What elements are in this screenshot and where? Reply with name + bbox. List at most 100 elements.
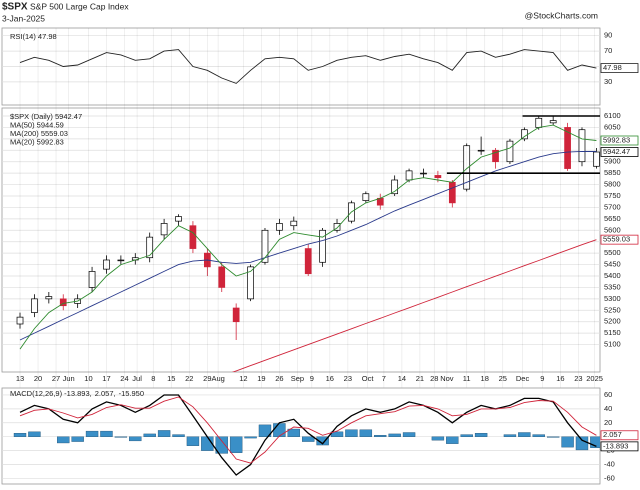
candle-body <box>31 298 38 313</box>
histogram-bar <box>359 429 373 437</box>
histogram-bar <box>546 436 560 438</box>
value-tag: 5992.83 <box>603 135 630 144</box>
x-tick-label: 15 <box>167 374 175 383</box>
x-tick-label: 22 <box>185 374 193 383</box>
value-tag: 5942.47 <box>603 147 630 156</box>
y-tick-label: 90 <box>604 31 612 40</box>
candle-body <box>304 248 312 275</box>
x-tick-label: Aug <box>211 374 224 383</box>
y-tick-label: 5650 <box>604 214 621 223</box>
plot <box>2 394 600 479</box>
y-tick-label: 5500 <box>604 248 621 257</box>
moving-average <box>231 239 597 372</box>
histogram-bar <box>590 436 600 448</box>
value-tag: 5559.03 <box>603 235 630 244</box>
macd-line <box>19 396 597 464</box>
macd-line <box>19 394 597 476</box>
legend-entry: 2.057, <box>95 389 116 398</box>
x-tick-label: Jun <box>63 374 75 383</box>
y-tick-label: 70 <box>604 46 612 55</box>
x-tick-label: 13 <box>16 374 24 383</box>
value-tag: 2.057 <box>603 430 622 439</box>
value-tag-box <box>600 147 639 157</box>
candle-body <box>333 223 341 231</box>
y-tick-label: 30 <box>604 77 612 86</box>
histogram-bar <box>215 436 228 454</box>
histogram-bar <box>100 430 113 437</box>
x-tick-label: 25 <box>499 374 507 383</box>
symbol: $SPX <box>2 2 28 13</box>
histogram-bar <box>460 434 473 437</box>
candle-body <box>247 266 254 300</box>
histogram-bar <box>287 428 300 437</box>
candle-body <box>420 172 427 175</box>
legend-entry: MACD(12,26,9) -13.893, <box>10 389 92 398</box>
histogram-bar <box>172 434 185 437</box>
y-tick-label: 5900 <box>604 157 621 166</box>
panel-frame <box>1 107 601 373</box>
x-tick-label: 27 <box>52 374 60 383</box>
histogram-bar <box>157 430 171 437</box>
candle-body <box>146 236 154 259</box>
candle-body <box>261 229 269 263</box>
x-tick-label: 24 <box>120 374 128 383</box>
candle-body <box>117 259 125 262</box>
histogram-bar <box>244 436 257 439</box>
candle-body <box>578 129 586 163</box>
x-tick-label: Sep <box>291 374 304 383</box>
plot <box>2 35 600 84</box>
chart-title: S&P 500 Large Cap Index <box>30 1 129 11</box>
histogram-bar <box>474 433 488 437</box>
x-tick-label: 29 <box>203 374 211 383</box>
candle-body <box>391 179 399 195</box>
x-tick-label: 9 <box>540 374 544 383</box>
candle-body <box>477 149 485 152</box>
histogram-bar <box>518 432 531 437</box>
x-tick-label: 26 <box>275 374 283 383</box>
x-tick-label: Dec <box>516 374 530 383</box>
histogram-bar <box>503 434 517 437</box>
histogram-bar <box>532 434 545 437</box>
moving-average <box>19 150 597 341</box>
histogram-bar <box>129 436 142 442</box>
x-tick-label: 11 <box>463 374 471 383</box>
y-tick-label: 6050 <box>604 122 621 131</box>
x-tick-label: Oct <box>362 374 375 383</box>
x-tick-label: 19 <box>257 374 265 383</box>
candle-body <box>405 170 413 181</box>
x-tick-label: 23 <box>574 374 582 383</box>
histogram-bar <box>71 436 84 442</box>
candle-body <box>506 140 514 163</box>
value-tag: -13.893 <box>603 441 628 450</box>
value-tag: 47.98 <box>603 63 622 72</box>
x-tick-label: Jul <box>132 374 142 383</box>
histogram-bar <box>388 433 401 437</box>
candle-body <box>189 225 197 249</box>
histogram-bar <box>316 436 329 446</box>
value-tag-box <box>600 441 639 452</box>
moving-average <box>19 124 597 350</box>
y-tick-label: 5350 <box>604 282 621 291</box>
candle-body <box>362 193 370 201</box>
histogram-bar <box>114 436 128 438</box>
histogram-bar <box>431 436 445 441</box>
x-tick-label: 28 <box>430 374 438 383</box>
histogram-bar <box>143 433 156 437</box>
y-tick-label: 5300 <box>604 294 621 303</box>
histogram-bar <box>446 436 459 444</box>
y-tick-label: 5850 <box>604 168 621 177</box>
y-tick-label: 40 <box>604 404 612 413</box>
candle-body <box>88 271 96 288</box>
histogram-bar <box>561 436 574 448</box>
y-tick-label: 6100 <box>604 111 621 120</box>
date: 3-Jan-2025 <box>2 13 45 23</box>
histogram-bar <box>575 436 589 451</box>
legend-entry: MA(20) 5992.83 <box>10 137 64 146</box>
candle-body <box>59 298 67 307</box>
histogram-bar <box>229 436 243 453</box>
x-tick-label: Nov <box>440 374 454 383</box>
histogram-bar <box>28 431 41 437</box>
legend-entry: -15.950 <box>119 389 144 398</box>
